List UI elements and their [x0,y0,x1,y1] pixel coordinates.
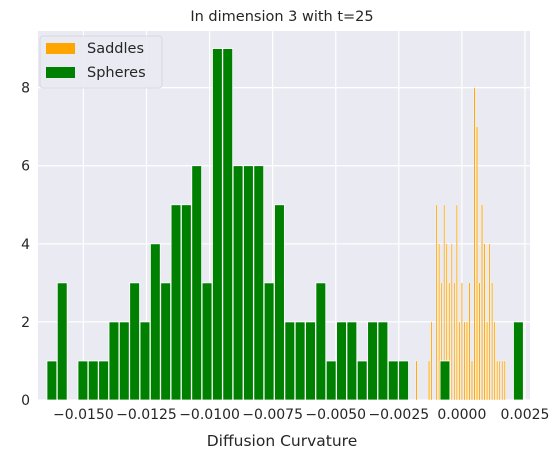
bar-spheres [513,321,524,401]
bar-spheres [170,204,182,401]
bar-spheres [346,321,358,401]
bar-spheres [150,243,161,401]
bar-spheres [77,360,89,401]
bar-spheres [284,321,296,401]
x-tick-label: −0.0100 [179,407,240,423]
bar-spheres [356,360,368,401]
bar-spheres [201,282,213,401]
bar-saddles [503,360,506,401]
bar-spheres [305,321,316,401]
bar-spheres [232,165,244,401]
bar-saddles [466,321,468,401]
bar-spheres [56,282,68,401]
bar-saddles [435,204,438,401]
bar-spheres [118,321,130,401]
legend-label-saddles: Saddles [87,41,144,57]
bar-saddles [481,204,483,401]
bar-saddles [498,360,501,401]
bar-saddles [476,126,478,401]
bar-spheres [243,165,254,401]
legend: Saddles Spheres [39,35,163,89]
bar-spheres [98,360,109,401]
bar-saddles [473,87,476,401]
bar-spheres [294,321,306,401]
bar-saddles [428,360,430,401]
bar-saddles [486,321,488,401]
bar-spheres [160,282,171,401]
bar-saddles [496,360,499,401]
bar-saddles [468,282,471,401]
bar-saddles [483,243,486,401]
bar-saddles [458,321,461,401]
bar-saddles [455,204,458,401]
bar-spheres [253,165,265,401]
x-axis-ticks: −0.0150 −0.0125 −0.0100 −0.0075 −0.0050 −0.00… [53,407,549,423]
bar-saddles [438,243,441,401]
x-tick-label: 0.0025 [500,407,549,423]
x-axis-label: Diffusion Curvature [207,432,358,450]
y-axis-ticks: 0 2 4 6 8 [21,81,30,409]
bar-spheres [387,360,399,401]
bar-saddles [491,282,493,401]
bar-spheres [139,321,151,401]
y-tick-label: 4 [21,237,30,253]
bar-spheres [212,48,223,401]
bar-spheres [325,360,337,401]
x-tick-label: −0.0075 [242,407,303,423]
bar-spheres [263,282,275,401]
bar-spheres [108,321,120,401]
bar-spheres [129,282,140,401]
bar-saddles [478,282,481,401]
bar-spheres [439,360,451,401]
bar-saddles [415,360,418,401]
x-tick-label: −0.0025 [368,407,429,423]
x-tick-label: −0.0050 [305,407,366,423]
y-tick-label: 8 [21,81,30,97]
legend-swatch-saddles [46,43,75,54]
legend-swatch-spheres [46,67,75,78]
bar-spheres [181,204,192,401]
bar-spheres [222,48,234,401]
bar-saddles [453,282,456,401]
bar-spheres [46,360,58,401]
bar-spheres [315,282,327,401]
bars [46,48,524,401]
legend-label-spheres: Spheres [87,65,146,81]
x-tick-label: −0.0125 [116,407,177,423]
bar-saddles [450,243,453,401]
bar-spheres [377,321,389,401]
y-tick-label: 2 [21,315,30,331]
bar-saddles [461,282,463,401]
bar-saddles [488,243,491,401]
bar-saddles [463,321,466,401]
bar-saddles [430,321,433,401]
bar-spheres [87,360,99,401]
bar-spheres [274,204,285,401]
bar-spheres [191,165,203,401]
bar-spheres [367,321,378,401]
bar-saddles [501,360,504,401]
bar-saddles [471,360,473,401]
chart-title: In dimension 3 with t=25 [190,9,373,25]
x-tick-label: 0.0000 [437,407,486,423]
bar-spheres [336,321,347,401]
bar-spheres [398,360,409,401]
x-tick-label: −0.0150 [53,407,114,423]
y-tick-label: 0 [21,393,30,409]
y-tick-label: 6 [21,159,30,175]
bar-saddles [493,321,496,401]
